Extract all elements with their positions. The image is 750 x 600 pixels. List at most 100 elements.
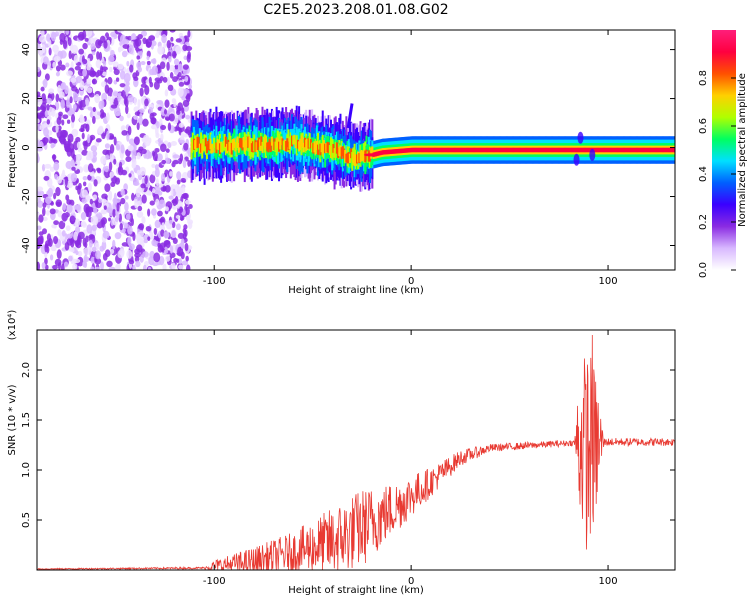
heatmap-cell [44, 163, 52, 169]
heatmap-cell [53, 192, 57, 200]
heatmap-cell [78, 48, 85, 55]
heatmap-cell [120, 188, 125, 197]
heatmap-cell [371, 146, 374, 157]
heatmap-cell [207, 141, 210, 151]
heatmap-cell [151, 163, 156, 168]
heatmap-cell [110, 31, 117, 38]
heatmap-cell [181, 260, 189, 266]
heatmap-cell [495, 147, 498, 153]
spectrogram-x-ticks: -100 0 100 [203, 30, 618, 287]
heatmap-cell [325, 143, 328, 154]
heatmap-cell [117, 94, 121, 103]
heatmap-cell [59, 32, 66, 43]
heatmap-cell [69, 96, 73, 104]
heatmap-cell [68, 142, 75, 153]
heatmap-cell [148, 256, 155, 266]
heatmap-cell [62, 138, 67, 146]
heatmap-cell [55, 93, 60, 103]
heatmap-cell [71, 86, 78, 92]
heatmap-cell [248, 136, 251, 149]
heatmap-cell [113, 97, 119, 107]
heatmap-cell [317, 132, 320, 155]
heatmap-cell [81, 132, 85, 140]
heatmap-cell [132, 181, 140, 186]
heatmap-cell [309, 140, 312, 158]
heatmap-cell [278, 141, 281, 152]
heatmap-cell [208, 138, 211, 151]
heatmap-cell [638, 147, 641, 153]
heatmap-cell [103, 205, 107, 210]
heatmap-cell [57, 210, 63, 218]
heatmap-cell [92, 115, 96, 124]
heatmap-cell [178, 206, 184, 213]
heatmap-cell [184, 75, 189, 83]
heatmap-cell [82, 58, 88, 65]
heatmap-cell [75, 96, 82, 102]
heatmap-cell [48, 47, 52, 56]
heatmap-cell [185, 126, 192, 136]
heatmap-branch [346, 103, 354, 129]
heatmap-cell [70, 77, 77, 83]
heatmap-cell [121, 89, 127, 99]
heatmap-cell [158, 183, 164, 188]
heatmap-cell [543, 148, 562, 152]
heatmap-cell [166, 76, 171, 87]
heatmap-cell [149, 174, 156, 184]
heatmap-cell [307, 137, 310, 149]
heatmap-cell [397, 148, 400, 154]
heatmap-cell [51, 224, 57, 229]
heatmap-cell [66, 119, 71, 124]
heatmap-cell [142, 251, 149, 258]
heatmap-cell [634, 147, 637, 153]
heatmap-cell [571, 147, 574, 153]
heatmap-cell [480, 147, 483, 153]
heatmap-cell [262, 136, 265, 147]
heatmap-cell [106, 130, 110, 141]
heatmap-cell [109, 143, 115, 154]
heatmap-cell [37, 96, 43, 106]
heatmap-cell [124, 195, 129, 200]
heatmap-cell [169, 245, 174, 254]
heatmap-cell [127, 125, 132, 136]
heatmap-cell [129, 64, 134, 73]
heatmap-cell [231, 139, 234, 151]
heatmap-cell [170, 187, 174, 198]
heatmap-cell [188, 84, 193, 90]
heatmap-cell [60, 263, 65, 270]
heatmap-cell [156, 153, 163, 162]
heatmap-cell [164, 89, 169, 97]
heatmap-cell [87, 174, 92, 181]
heatmap-cell [172, 237, 178, 244]
heatmap-cell [304, 137, 307, 148]
heatmap-cell [115, 143, 121, 151]
heatmap-cell [123, 96, 128, 106]
heatmap-cell [86, 209, 92, 218]
heatmap-cell [287, 129, 290, 152]
heatmap-cell [113, 79, 118, 85]
heatmap-cell [346, 152, 349, 164]
heatmap-cell [162, 76, 168, 83]
heatmap-cell [53, 161, 60, 171]
heatmap-cell [137, 66, 143, 73]
heatmap-cell [137, 98, 141, 109]
heatmap-cell [403, 148, 406, 153]
heatmap-cell [398, 148, 401, 154]
heatmap-cell [180, 251, 185, 260]
heatmap-cell [226, 143, 229, 154]
heatmap-cell [125, 105, 129, 115]
heatmap-cell [487, 147, 490, 153]
heatmap-cell [156, 121, 160, 129]
heatmap-cell [498, 148, 513, 152]
heatmap-cell [400, 148, 403, 154]
heatmap-cell [164, 99, 170, 108]
heatmap-cell [441, 147, 444, 153]
heatmap-cell [57, 84, 62, 94]
heatmap-cell [91, 70, 97, 77]
heatmap-cell [345, 153, 348, 163]
heatmap-cell [164, 206, 169, 212]
snr-x-ticks: -100 0 100 [203, 330, 618, 587]
heatmap-cell [136, 122, 140, 131]
heatmap-cell [127, 225, 133, 235]
heatmap-cell [61, 169, 66, 178]
heatmap-cell [121, 130, 128, 136]
